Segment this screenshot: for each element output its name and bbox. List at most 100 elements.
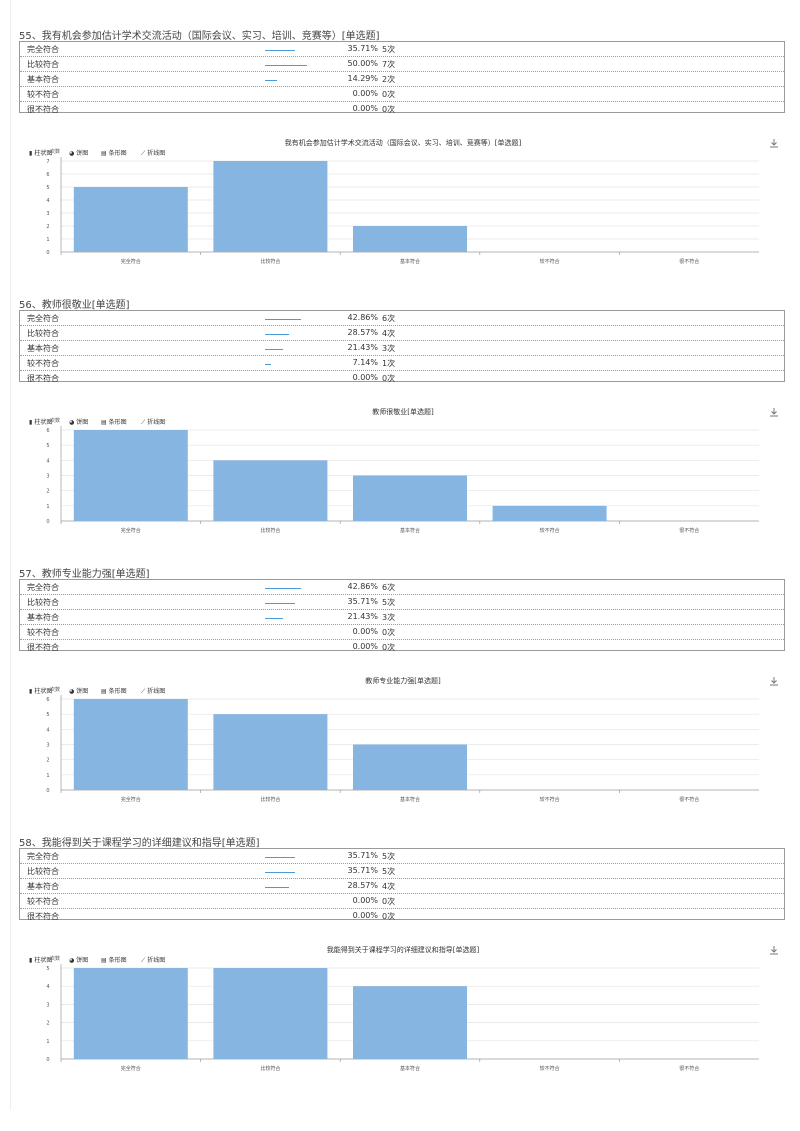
- percent-bar: [265, 80, 277, 81]
- line-chart-icon: ⟋: [141, 419, 146, 426]
- tab-pie-chart[interactable]: ◕ 饼图: [69, 417, 88, 426]
- y-tick-label: 0: [46, 788, 49, 794]
- percent-bar: [265, 364, 271, 365]
- option-count: 0次: [382, 105, 396, 114]
- bar-chart: 教师很敬业[单选题] 次数 0 1 2 3 4 5 6 完全符合 比较符合 基本符合 较不符合 很不符合: [46, 407, 759, 534]
- horizontal-bar-icon: ▤: [101, 688, 107, 695]
- table-row: 完全符合 42.86% 6次: [20, 580, 784, 595]
- y-tick-label: 2: [46, 758, 49, 764]
- y-tick-label: 3: [46, 474, 49, 480]
- tab-pie-chart[interactable]: ◕ 饼图: [69, 955, 88, 964]
- bar-chart-icon: ▮: [29, 957, 33, 964]
- option-count: 7次: [382, 60, 396, 69]
- table-row: 基本符合 21.43% 3次: [20, 341, 784, 356]
- option-percent: 35.71%: [347, 851, 378, 860]
- y-tick-label: 3: [46, 211, 49, 217]
- tab-line-chart[interactable]: ⟋ 折线图: [141, 955, 165, 965]
- option-percent: 0.00%: [352, 104, 378, 113]
- download-icon[interactable]: [769, 138, 779, 148]
- tab-label: 饼图: [76, 688, 89, 695]
- option-percent: 0.00%: [352, 911, 378, 920]
- answer-table: 完全符合 35.71% 5次 比较符合 35.71% 5次 基本符合 28.57% 4次 较不符合…: [19, 848, 785, 921]
- bar-chart-icon: ▮: [29, 419, 33, 426]
- tab-bar-chart[interactable]: ▮ 柱状图: [29, 417, 52, 426]
- bar: [73, 187, 188, 252]
- option-label: 基本符合: [27, 613, 59, 622]
- option-label: 较不符合: [27, 90, 59, 99]
- option-label: 很不符合: [27, 105, 59, 114]
- table-row: 基本符合 14.29% 2次: [20, 72, 784, 87]
- download-icon[interactable]: [769, 945, 779, 955]
- table-row: 完全符合 35.71% 5次: [20, 849, 784, 864]
- tab-horizontal-bar[interactable]: ▤ 条形图: [101, 148, 127, 157]
- tab-pie-chart[interactable]: ◕ 饼图: [69, 686, 88, 695]
- bar-chart: 我能得到关于课程学习的详细建议和指导[单选题] 次数 0 1 2 3 4 5 完全符合 比较符合 基…: [46, 945, 759, 1072]
- table-row: 比较符合 35.71% 5次: [20, 595, 784, 610]
- tab-label: 条形图: [108, 150, 127, 157]
- pie-chart-icon: ◕: [69, 688, 75, 695]
- y-tick-label: 4: [46, 458, 49, 464]
- tab-label: 柱状图: [34, 150, 53, 157]
- line-chart-icon: ⟋: [141, 688, 146, 695]
- tab-bar-chart[interactable]: ▮ 柱状图: [29, 148, 52, 157]
- y-tick-label: 1: [46, 237, 49, 243]
- option-label: 比较符合: [27, 60, 59, 69]
- pie-chart-icon: ◕: [69, 419, 75, 426]
- question-title: 55、我有机会参加估计学术交流活动（国际会议、实习、培训、竞赛等）[单选题]: [19, 31, 380, 42]
- bar: [213, 161, 328, 252]
- y-tick-label: 2: [46, 1021, 49, 1027]
- x-tick-label: 基本符合: [400, 527, 420, 534]
- x-tick-label: 较不符合: [540, 527, 560, 534]
- pie-chart-icon: ◕: [69, 957, 75, 964]
- tab-bar-chart[interactable]: ▮ 柱状图: [29, 686, 52, 695]
- chart-title: 我能得到关于课程学习的详细建议和指导[单选题]: [327, 945, 480, 954]
- option-percent: 35.71%: [347, 866, 378, 875]
- option-percent: 0.00%: [352, 627, 378, 636]
- tab-line-chart[interactable]: ⟋ 折线图: [141, 686, 165, 696]
- tab-label: 条形图: [108, 688, 127, 695]
- y-tick-label: 0: [46, 250, 49, 256]
- tab-bar-chart[interactable]: ▮ 柱状图: [29, 955, 52, 964]
- bar: [213, 968, 328, 1059]
- question-block: 56、教师很敬业[单选题] 完全符合 42.86% 6次 比较符合 28.57% 4次 基本符…: [0, 295, 800, 564]
- y-tick-label: 4: [46, 198, 49, 204]
- y-axis-label: 次数: [50, 955, 60, 962]
- tab-label: 条形图: [108, 419, 127, 426]
- y-tick-label: 4: [46, 727, 49, 733]
- y-tick-label: 1: [46, 1039, 49, 1045]
- tab-label: 柱状图: [34, 419, 53, 426]
- table-row: 很不符合 0.00% 0次: [20, 371, 784, 385]
- tab-label: 折线图: [147, 150, 166, 157]
- tab-horizontal-bar[interactable]: ▤ 条形图: [101, 417, 127, 426]
- tab-pie-chart[interactable]: ◕ 饼图: [69, 148, 88, 157]
- x-tick-label: 完全符合: [121, 527, 141, 534]
- option-percent: 0.00%: [352, 896, 378, 905]
- x-tick-label: 基本符合: [400, 1065, 420, 1072]
- x-tick-label: 基本符合: [400, 796, 420, 803]
- y-axis-label: 次数: [50, 417, 60, 424]
- chart-title: 教师很敬业[单选题]: [372, 407, 434, 416]
- option-label: 很不符合: [27, 912, 59, 921]
- tab-horizontal-bar[interactable]: ▤ 条形图: [101, 955, 127, 964]
- table-row: 基本符合 28.57% 4次: [20, 879, 784, 894]
- bar: [353, 226, 467, 252]
- x-tick-label: 完全符合: [121, 1065, 141, 1072]
- y-tick-label: 2: [46, 489, 49, 495]
- y-tick-label: 6: [46, 428, 49, 434]
- download-icon[interactable]: [769, 407, 779, 417]
- y-tick-label: 4: [46, 984, 49, 990]
- y-tick-label: 7: [46, 159, 49, 165]
- tab-label: 柱状图: [34, 688, 53, 695]
- x-tick-label: 很不符合: [679, 1065, 699, 1072]
- download-icon[interactable]: [769, 676, 779, 686]
- tab-line-chart[interactable]: ⟋ 折线图: [141, 417, 165, 427]
- table-row: 很不符合 0.00% 0次: [20, 102, 784, 116]
- y-tick-label: 3: [46, 1002, 49, 1008]
- table-row: 较不符合 0.00% 0次: [20, 625, 784, 640]
- tab-horizontal-bar[interactable]: ▤ 条形图: [101, 686, 127, 695]
- y-tick-label: 5: [46, 966, 49, 972]
- tab-label: 饼图: [76, 419, 89, 426]
- chart-title: 教师专业能力强[单选题]: [365, 676, 441, 685]
- tab-line-chart[interactable]: ⟋ 折线图: [141, 148, 165, 158]
- tab-label: 折线图: [147, 419, 166, 426]
